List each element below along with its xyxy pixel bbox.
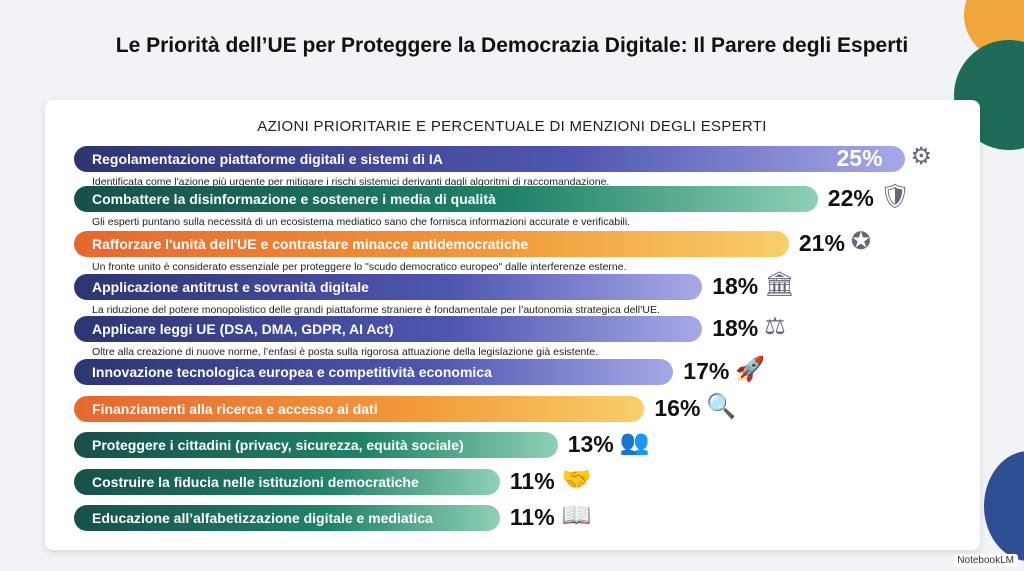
data-label: 18% (712, 315, 759, 341)
bar-label: Applicare leggi UE (DSA, DMA, GDPR, AI A… (92, 321, 394, 337)
people-shield-icon: 👥 (619, 429, 650, 456)
scales-icon: ⚖ (764, 313, 786, 340)
bar-label: Regolamentazione piattaforme digitali e … (92, 151, 443, 167)
bar-label: Educazione all’alfabetizzazione digitale… (92, 510, 433, 526)
bar: Applicazione antitrust e sovranità digit… (74, 274, 703, 300)
chart-title: AZIONI PRIORITARIE E PERCENTUALE DI MENZ… (257, 118, 767, 135)
decorative-circle (984, 451, 1024, 561)
data-label: 13% (567, 431, 614, 457)
data-label: 25% (836, 145, 883, 171)
bar: Applicare leggi UE (DSA, DMA, GDPR, AI A… (74, 316, 703, 342)
bar-description: Identificata come l'azione più urgente p… (92, 176, 610, 188)
data-label: 21% (798, 230, 845, 256)
bar-description: La riduzione del potere monopolistico de… (92, 304, 660, 316)
institution-lock-icon: 🏛 (764, 271, 795, 298)
bar-label: Costruire la fiducia nelle istituzioni d… (92, 474, 419, 490)
data-label: 11% (509, 468, 555, 494)
bar-description: Un fronte unito è considerato essenziale… (92, 261, 627, 273)
bar: Finanziamenti alla ricerca e accesso ai … (74, 396, 645, 422)
bar-label: Proteggere i cittadini (privacy, sicurez… (92, 437, 464, 453)
data-label: 17% (683, 358, 730, 384)
bar: Proteggere i cittadini (privacy, sicurez… (74, 432, 558, 458)
bar: Costruire la fiducia nelle istituzioni d… (74, 469, 500, 495)
page-title: Le Priorità dell’UE per Proteggere la De… (115, 34, 909, 57)
eu-shield-stars-icon: ✪ (850, 228, 871, 255)
bar: Combattere la disinformazione e sostener… (74, 186, 818, 212)
rocket-icon: 🚀 (735, 356, 766, 383)
data-label: 22% (827, 185, 874, 211)
bar-label: Finanziamenti alla ricerca e accesso ai … (92, 401, 378, 417)
bar-label: Combattere la disinformazione e sostener… (92, 191, 496, 207)
data-label: 18% (712, 273, 759, 299)
book-tablet-icon: 📖 (561, 502, 592, 529)
database-search-icon: 🔍 (706, 393, 737, 420)
bar: Rafforzare l'unità dell'UE e contrastare… (74, 231, 789, 257)
brand-label: NotebookLM (953, 554, 1018, 567)
data-label: 16% (654, 395, 701, 421)
bar: Regolamentazione piattaforme digitali e … (74, 146, 905, 172)
bar: Educazione all’alfabetizzazione digitale… (74, 505, 500, 531)
institution-handshake-icon: 🤝 (561, 466, 592, 493)
bar-description: Gli esperti puntano sulla necessità di u… (92, 216, 631, 228)
bar-label: Rafforzare l'unità dell'UE e contrastare… (92, 236, 529, 252)
data-label: 11% (509, 504, 555, 530)
ai-brain-circuit-icon: ⚙ (910, 143, 933, 170)
shield-media-icon: 🛡 (879, 183, 911, 210)
bar-label: Applicazione antitrust e sovranità digit… (92, 279, 369, 295)
bar: Innovazione tecnologica europea e compet… (74, 359, 674, 385)
bar-description: Oltre alla creazione di nuove norme, l’e… (92, 346, 599, 358)
bar-label: Innovazione tecnologica europea e compet… (92, 364, 492, 380)
